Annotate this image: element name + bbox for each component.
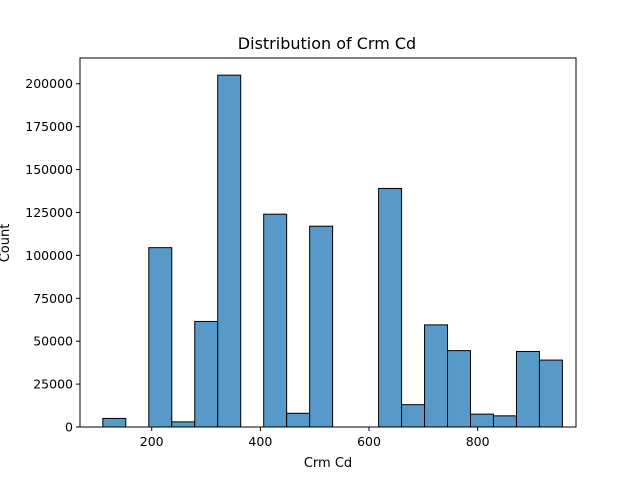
histogram-bar-16 xyxy=(470,413,494,428)
y-tick-label-8: 200000 xyxy=(25,76,73,91)
y-tick-label-0: 0 xyxy=(65,420,73,435)
y-axis-label: Count xyxy=(0,224,13,263)
chart-title: Distribution of Crm Cd xyxy=(238,34,416,53)
bars-group xyxy=(102,74,563,428)
histogram-bar-2 xyxy=(148,247,173,428)
histogram-bar-18 xyxy=(515,350,540,428)
y-tick-label-2: 50000 xyxy=(33,334,73,349)
histogram-bar-15 xyxy=(447,350,471,428)
x-tick-label-2: 600 xyxy=(357,434,381,449)
y-tick-label-6: 150000 xyxy=(25,162,73,177)
x-tick-label-0: 200 xyxy=(140,434,164,449)
y-tick-label-7: 175000 xyxy=(25,119,73,134)
histogram-bar-7 xyxy=(263,213,288,428)
x-tick-label-3: 800 xyxy=(466,434,490,449)
y-axis-ticks: 0 25000 50000 75000 100000 125000 150000 175000… xyxy=(25,76,80,435)
histogram-bar-8 xyxy=(286,412,311,428)
histogram-bar-14 xyxy=(424,324,449,428)
histogram-bar-19 xyxy=(538,359,563,428)
y-tick-label-3: 75000 xyxy=(33,291,73,306)
histogram-bar-3 xyxy=(171,421,196,428)
histogram-bar-17 xyxy=(492,415,517,428)
y-tick-label-4: 100000 xyxy=(25,248,73,263)
histogram-bar-13 xyxy=(401,404,426,428)
x-axis-ticks: 200 400 600 800 xyxy=(140,427,490,449)
histogram-bar-12 xyxy=(378,187,403,428)
plot-frame xyxy=(79,57,577,428)
histogram-bar-4 xyxy=(194,320,219,428)
x-tick-label-1: 400 xyxy=(248,434,272,449)
histogram-bar-9 xyxy=(309,225,334,428)
x-axis-label: Crm Cd xyxy=(304,456,352,471)
y-tick-label-1: 25000 xyxy=(33,377,73,392)
histogram-bar-5 xyxy=(217,74,242,428)
histogram-bar-0 xyxy=(102,417,127,428)
y-tick-label-5: 125000 xyxy=(25,205,73,220)
